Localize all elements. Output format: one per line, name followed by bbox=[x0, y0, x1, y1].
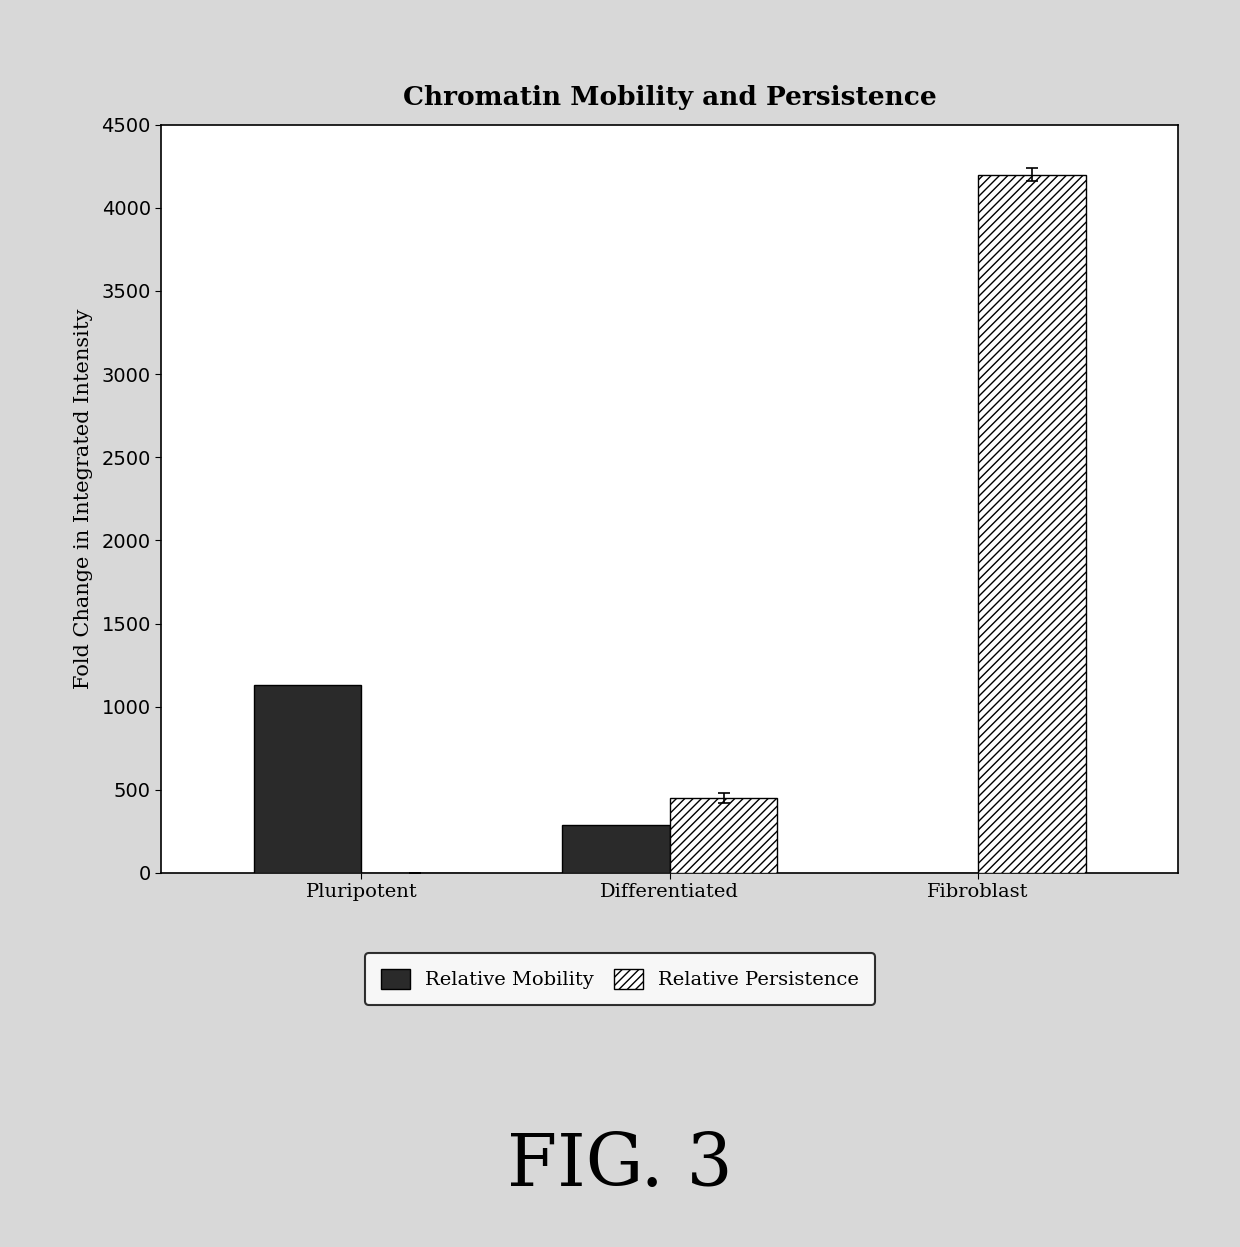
Legend: Relative Mobility, Relative Persistence: Relative Mobility, Relative Persistence bbox=[366, 953, 874, 1005]
Bar bbox=[254, 685, 362, 873]
Title: Chromatin Mobility and Persistence: Chromatin Mobility and Persistence bbox=[403, 85, 936, 110]
Bar bbox=[977, 175, 1085, 873]
Text: FIG. 3: FIG. 3 bbox=[507, 1131, 733, 1201]
Bar bbox=[670, 798, 777, 873]
Y-axis label: Fold Change in Integrated Intensity: Fold Change in Integrated Intensity bbox=[74, 308, 93, 690]
Bar bbox=[562, 824, 670, 873]
